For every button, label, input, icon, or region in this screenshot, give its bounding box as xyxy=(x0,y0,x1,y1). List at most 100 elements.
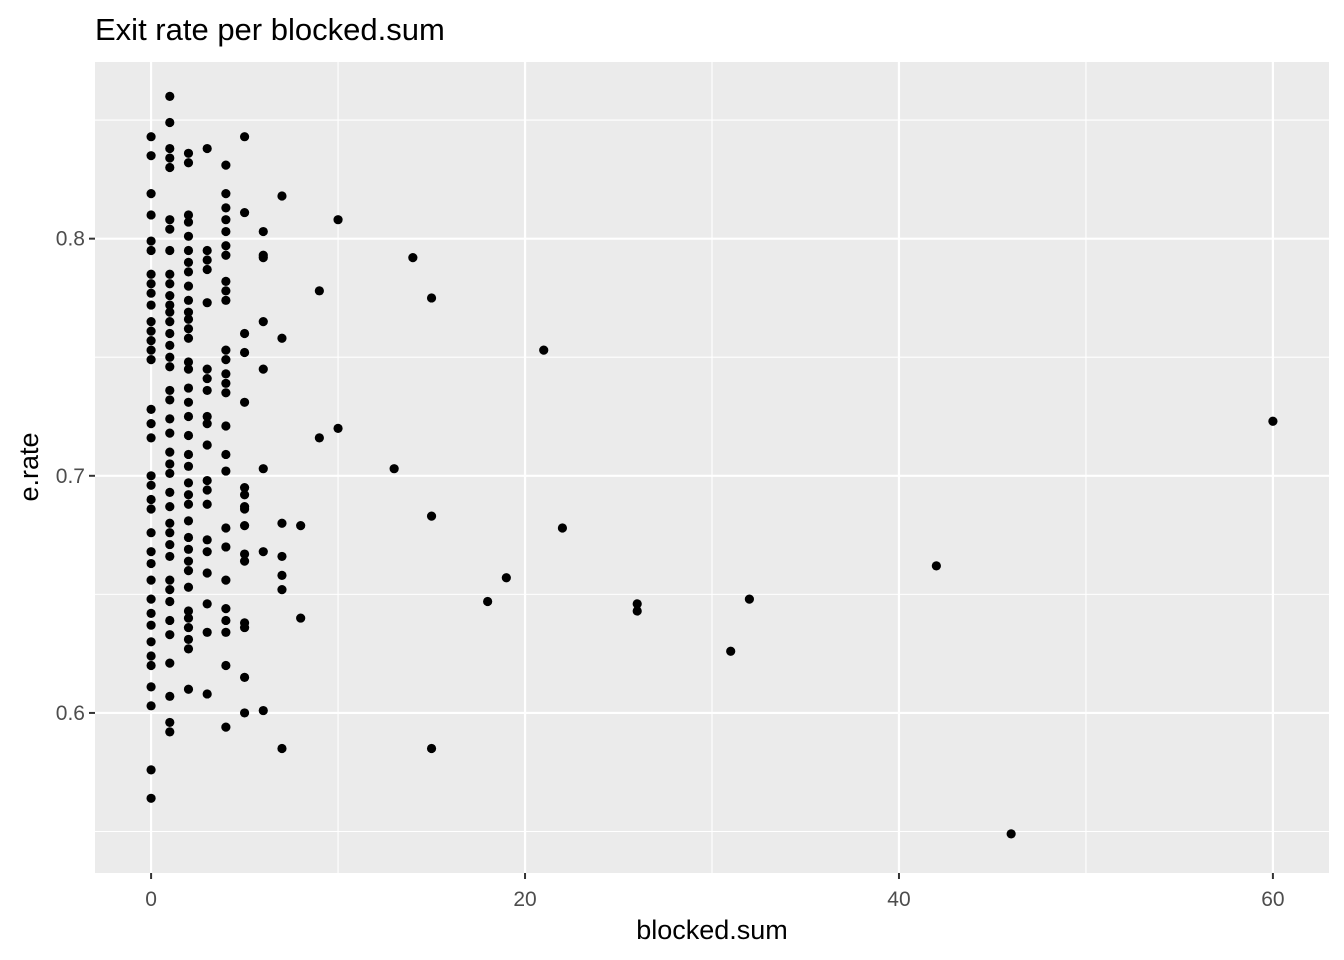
data-point xyxy=(165,117,175,128)
data-point xyxy=(146,132,156,142)
data-point xyxy=(165,428,175,438)
data-point xyxy=(221,369,231,379)
data-point xyxy=(221,226,231,237)
data-point xyxy=(221,660,231,671)
data-point xyxy=(183,556,194,566)
data-point xyxy=(296,613,306,623)
data-point xyxy=(202,535,212,545)
data-point xyxy=(165,487,175,497)
data-point xyxy=(165,317,175,327)
data-point xyxy=(221,250,231,260)
data-point xyxy=(221,449,231,460)
minor-gridlines xyxy=(95,62,1329,873)
data-point xyxy=(277,191,287,201)
data-point xyxy=(221,276,231,286)
data-point xyxy=(277,518,287,528)
data-point xyxy=(146,504,156,514)
data-point xyxy=(146,594,156,604)
data-point xyxy=(183,383,194,393)
data-point xyxy=(165,385,175,396)
data-point xyxy=(165,307,175,317)
data-point xyxy=(202,689,212,699)
data-point xyxy=(1268,416,1278,426)
data-point xyxy=(165,362,175,372)
data-point xyxy=(183,397,194,407)
data-point xyxy=(239,521,250,531)
data-point xyxy=(183,307,194,317)
data-point xyxy=(146,528,156,538)
data-point xyxy=(202,485,212,495)
data-point xyxy=(239,504,250,514)
data-point xyxy=(146,433,156,443)
data-point xyxy=(744,594,754,604)
data-point xyxy=(202,411,212,422)
data-point xyxy=(165,447,175,457)
data-point xyxy=(183,684,194,694)
data-point xyxy=(931,561,941,571)
data-point xyxy=(165,727,175,737)
data-point xyxy=(183,478,194,488)
data-point xyxy=(239,556,250,566)
data-point xyxy=(221,466,231,476)
data-point xyxy=(221,421,231,431)
data-point xyxy=(146,300,156,310)
data-point xyxy=(239,397,250,407)
data-point xyxy=(183,516,194,526)
data-point xyxy=(183,217,194,227)
data-point xyxy=(146,419,156,429)
data-point xyxy=(146,279,156,289)
data-points xyxy=(146,91,1278,839)
data-point xyxy=(221,615,231,626)
data-point xyxy=(146,637,156,647)
data-point xyxy=(239,672,250,682)
data-point xyxy=(202,143,212,154)
data-point xyxy=(239,490,250,500)
data-point xyxy=(202,419,212,429)
data-point xyxy=(258,317,268,327)
data-point xyxy=(202,373,212,384)
y-axis-ticks: 0.6 0.7 0.8 xyxy=(56,228,95,725)
data-point xyxy=(146,288,156,298)
data-point xyxy=(483,596,493,607)
data-point xyxy=(165,691,175,701)
data-point xyxy=(277,570,287,581)
data-point xyxy=(146,608,156,618)
data-point xyxy=(165,468,175,479)
x-axis-ticks: 0 20 40 60 xyxy=(145,873,1285,911)
data-point xyxy=(183,411,194,422)
data-point xyxy=(258,547,268,557)
data-point xyxy=(239,328,250,339)
data-point xyxy=(202,499,212,509)
data-point xyxy=(183,613,194,623)
data-point xyxy=(165,528,175,538)
data-point xyxy=(221,345,231,355)
data-point xyxy=(165,91,175,101)
x-axis-title: blocked.sum xyxy=(636,915,788,945)
data-point xyxy=(239,347,250,358)
data-point xyxy=(165,539,175,550)
data-point xyxy=(146,494,156,505)
y-tick-label: 0.8 xyxy=(56,228,85,251)
x-tick-label: 60 xyxy=(1261,888,1284,911)
data-point xyxy=(221,160,231,170)
data-point xyxy=(146,317,156,327)
data-point xyxy=(183,357,194,367)
data-point xyxy=(239,483,250,493)
data-point xyxy=(146,793,156,803)
data-point xyxy=(146,236,156,246)
data-point xyxy=(146,480,156,490)
data-point xyxy=(183,634,194,645)
data-point xyxy=(258,253,268,263)
data-point xyxy=(277,585,287,595)
y-tick-label: 0.7 xyxy=(56,465,85,488)
data-point xyxy=(165,518,175,528)
data-point xyxy=(258,364,268,374)
data-point xyxy=(221,722,231,732)
data-point xyxy=(426,511,437,521)
data-point xyxy=(146,682,156,692)
data-point xyxy=(165,245,175,256)
y-axis-title: e.rate xyxy=(14,432,44,501)
data-point xyxy=(1006,829,1016,839)
data-point xyxy=(632,606,642,616)
data-point xyxy=(165,328,175,339)
